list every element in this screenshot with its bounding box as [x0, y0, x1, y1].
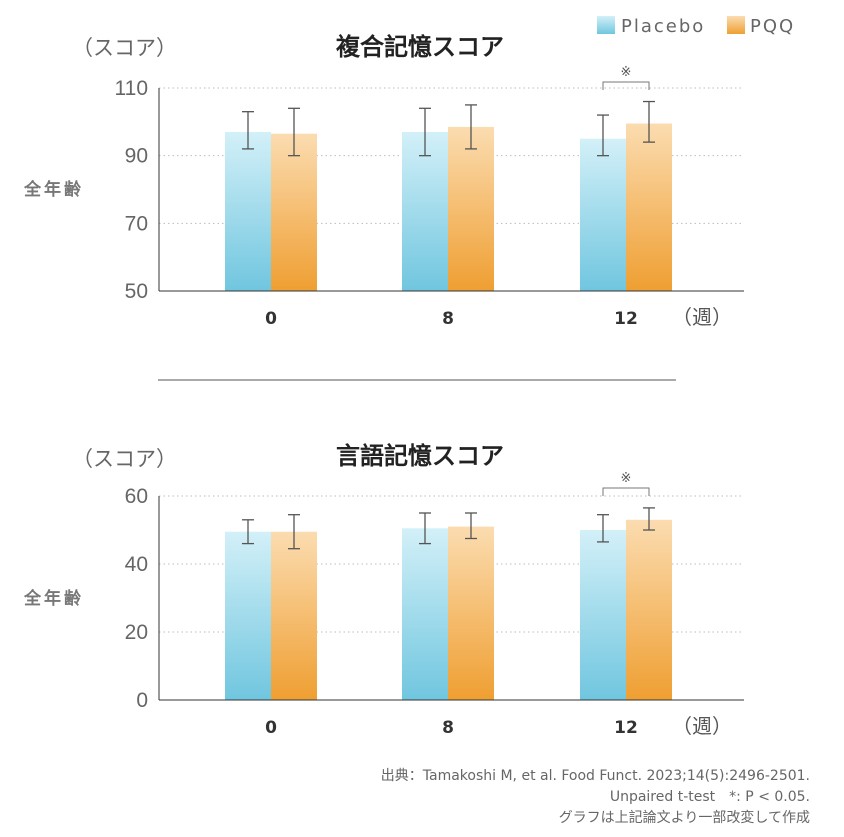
significance-mark: ※ — [621, 471, 632, 486]
y-tick-label: 90 — [125, 145, 148, 168]
legend: Placebo PQQ — [597, 16, 795, 37]
significance-bracket — [602, 81, 650, 90]
y-tick-label: 50 — [125, 280, 148, 303]
source-citation: 出典：Tamakoshi M, et al. Food Funct. 2023;… — [381, 768, 810, 784]
source-modification-note: グラフは上記論文より一部改変して作成 — [559, 809, 810, 826]
bar-pqq — [271, 133, 317, 291]
bar-pqq — [271, 531, 317, 700]
chart-title: 言語記憶スコア — [336, 442, 504, 470]
y-unit-label: （スコア） — [72, 447, 177, 471]
side-label: 全年齢 — [23, 588, 84, 609]
y-tick-label: 40 — [125, 553, 148, 576]
source-statistics-note: Unpaired t-test *: P < 0.05. — [610, 789, 810, 805]
y-tick-label: 0 — [136, 689, 148, 712]
bar-placebo — [225, 531, 271, 700]
bar-pqq — [626, 123, 672, 292]
bar-placebo — [580, 138, 626, 291]
y-tick-label: 110 — [115, 77, 148, 100]
legend-label-pqq: PQQ — [750, 16, 795, 37]
x-tick-label: 12 — [614, 718, 638, 738]
y-unit-label: （スコア） — [72, 36, 177, 60]
significance-bracket — [602, 487, 650, 496]
x-tick-label: 0 — [265, 309, 277, 329]
y-tick-label: 70 — [125, 212, 148, 235]
significance-mark: ※ — [621, 65, 632, 80]
bar-placebo — [402, 528, 448, 700]
x-tick-label: 12 — [614, 309, 638, 329]
bar-placebo — [402, 131, 448, 291]
bar-placebo — [580, 530, 626, 700]
axes: 0 20 40 60 0 8 12 — [125, 485, 744, 738]
x-tick-label: 8 — [442, 718, 454, 738]
x-tick-label: 8 — [442, 309, 454, 329]
chart-verbal-memory: （スコア） 言語記憶スコア 全年齢 （週） ※ 0 20 40 60 0 8 12 — [23, 442, 744, 738]
bars: ※ — [225, 471, 672, 700]
y-tick-label: 60 — [125, 485, 148, 508]
chart-title: 複合記憶スコア — [336, 33, 504, 61]
x-tick-label: 0 — [265, 718, 277, 738]
side-label: 全年齢 — [23, 179, 84, 200]
bars: ※ — [225, 65, 672, 292]
legend-swatch-placebo — [597, 16, 615, 34]
bar-pqq — [448, 526, 494, 700]
axes: 50 70 90 110 0 8 12 — [115, 77, 744, 329]
x-unit-label: （週） — [672, 305, 732, 329]
chart-composite-memory: （スコア） 複合記憶スコア 全年齢 （週） ※ 50 70 90 110 0 8 12 — [23, 33, 744, 329]
x-unit-label: （週） — [672, 714, 732, 738]
legend-label-placebo: Placebo — [621, 16, 705, 37]
bar-pqq — [626, 519, 672, 700]
bar-pqq — [448, 126, 494, 292]
legend-swatch-pqq — [727, 16, 745, 34]
source-notes: 出典：Tamakoshi M, et al. Food Funct. 2023;… — [381, 768, 810, 826]
y-tick-label: 20 — [125, 621, 148, 644]
bar-placebo — [225, 131, 271, 291]
